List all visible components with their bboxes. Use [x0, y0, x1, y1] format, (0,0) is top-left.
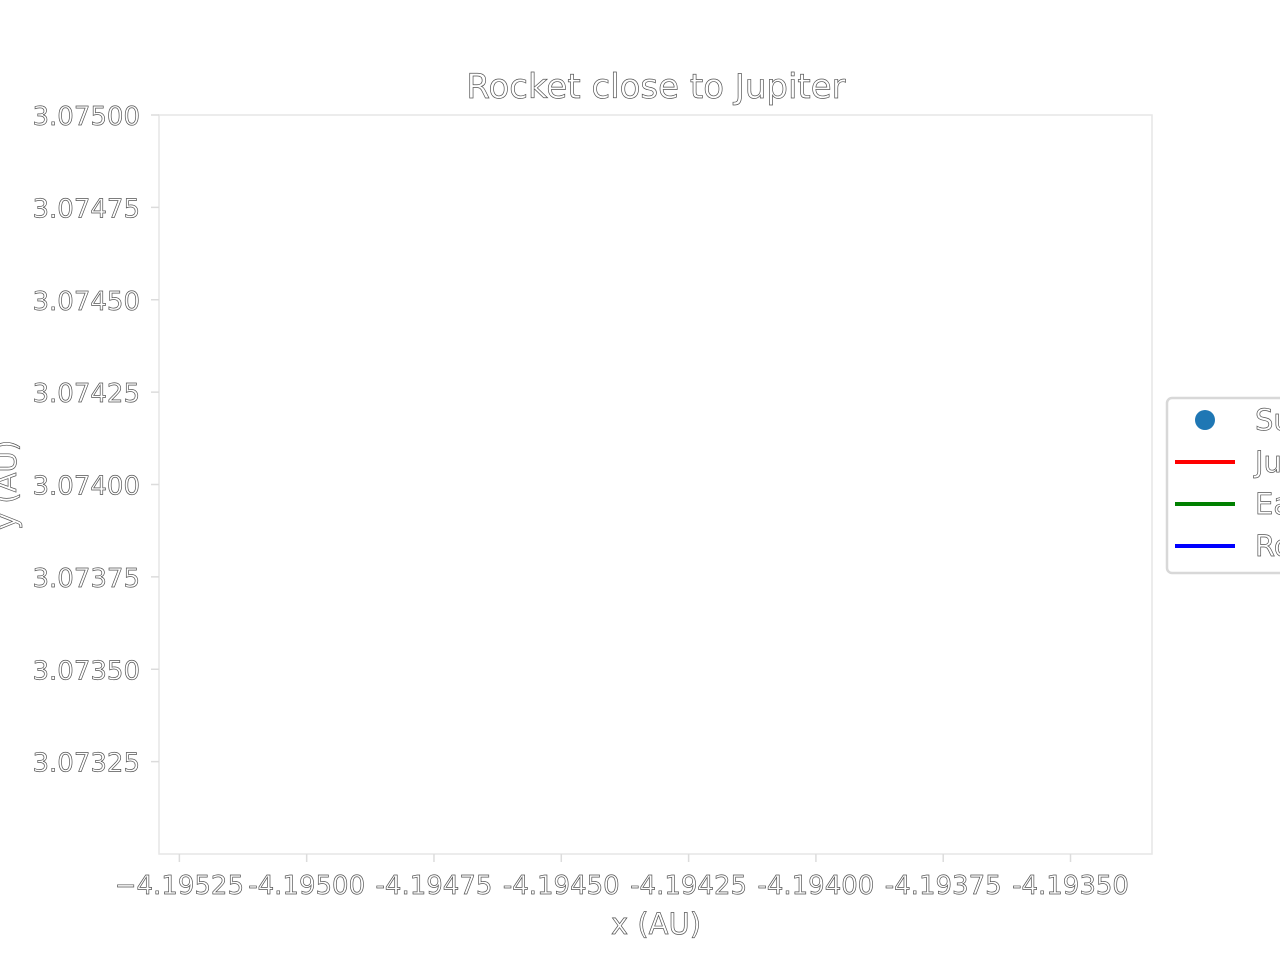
x-tick-label: -4.19425 [630, 871, 747, 901]
legend-label: Ro [1255, 529, 1280, 563]
x-tick-label: -4.19450 [503, 871, 620, 901]
y-tick-label: 3.07425 [32, 379, 140, 409]
x-tick-label: -4.19400 [757, 871, 874, 901]
plot-area [158, 114, 1153, 855]
x-tick-label: -4.19475 [376, 871, 493, 901]
x-tick-label: -4.19350 [1012, 871, 1129, 901]
legend-label: Ju [1253, 445, 1280, 479]
legend-frame [1165, 396, 1280, 575]
x-axis-ticks: −4.19525 -4.19500 -4.19475 -4.19450 -4.19425… [114, 854, 1129, 901]
y-tick-label: 3.07400 [32, 472, 140, 502]
y-axis-ticks: 3.07325 3.07350 3.07375 3.07400 3.07425 3.074… [32, 102, 159, 779]
legend-entries: Su Ju Ea Ro [1175, 403, 1280, 563]
x-tick-label: −4.19525 [115, 871, 244, 901]
chart-title: Rocket close to Jupiter [466, 67, 845, 107]
legend-label: Su [1255, 403, 1280, 437]
y-tick-label: 3.07375 [32, 564, 140, 594]
x-axis-label: x (AU) [611, 907, 701, 941]
x-tick-label: -4.19500 [248, 871, 365, 901]
x-tick-label: -4.19375 [885, 871, 1002, 901]
y-tick-label: 3.07475 [32, 194, 140, 224]
y-tick-label: 3.07350 [32, 656, 140, 686]
legend-marker-su [1195, 410, 1215, 430]
y-tick-label: 3.07450 [32, 287, 140, 317]
legend-label: Ea [1255, 487, 1280, 521]
legend: Su Ju Ea Ro [1165, 396, 1280, 575]
y-tick-label: 3.07325 [32, 749, 140, 779]
y-axis-label: y (AU) [0, 440, 23, 530]
y-tick-label: 3.07500 [32, 102, 140, 132]
